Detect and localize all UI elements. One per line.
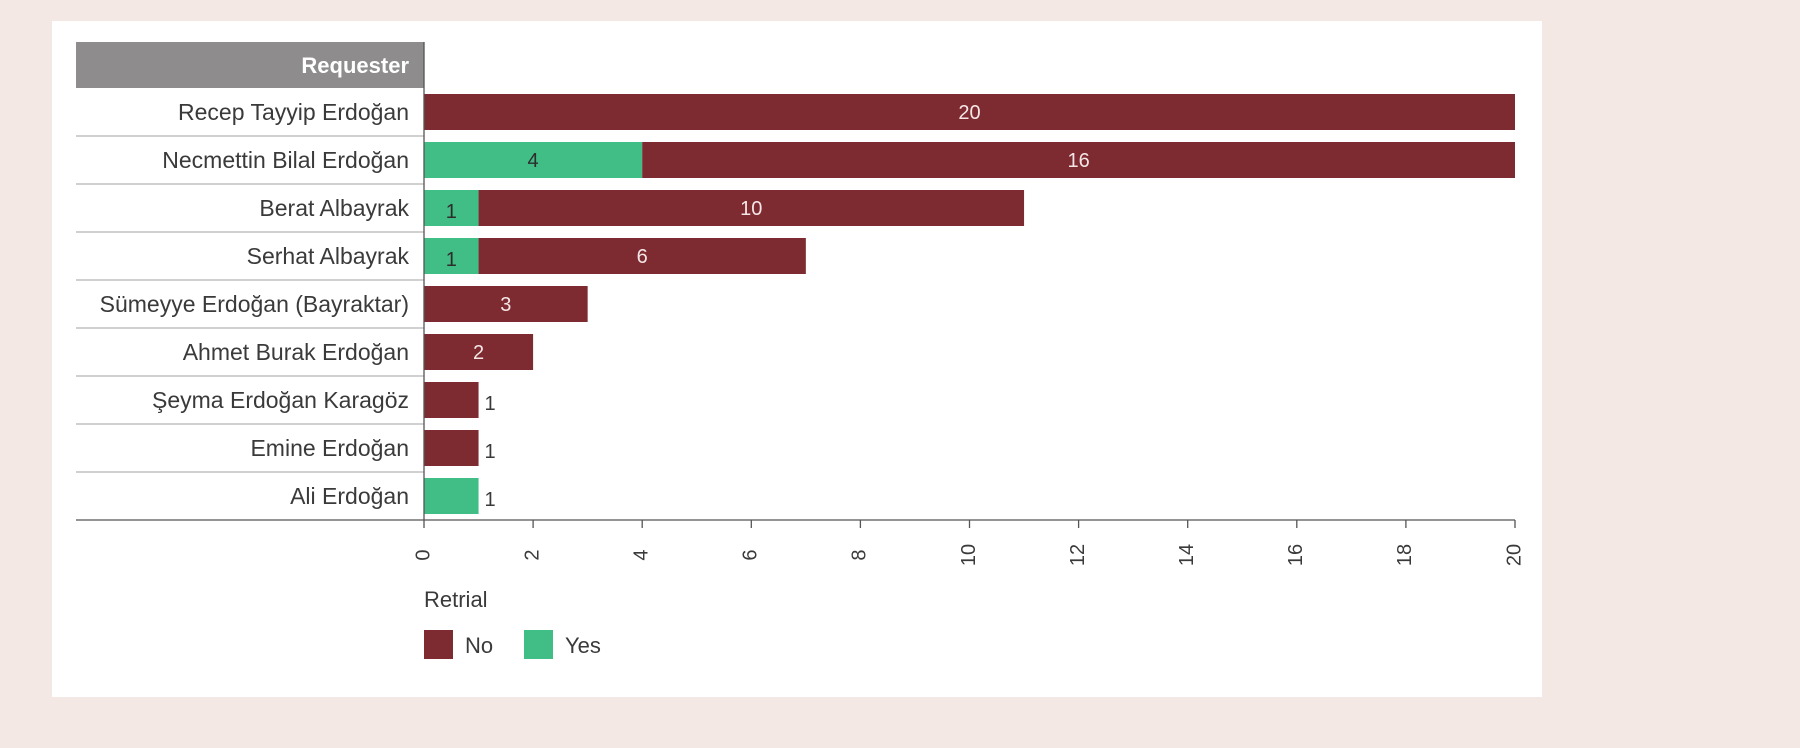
bar-segment-no (478, 238, 806, 274)
x-tick-label: 10 (958, 544, 980, 566)
data-label: 1 (485, 393, 496, 415)
legend-label-yes: Yes (565, 633, 601, 658)
category-label: Ali Erdoğan (290, 483, 409, 509)
bar-segment-no (424, 430, 479, 466)
bar-segment-no (424, 382, 479, 418)
x-tick-label: 16 (1285, 544, 1307, 566)
data-label: 10 (740, 198, 762, 220)
x-tick-label: 14 (1176, 544, 1198, 566)
legend-swatch-no (424, 630, 453, 659)
x-tick-label: 6 (740, 549, 762, 560)
bar-segment-no (424, 94, 1515, 130)
bar-segment-no (642, 142, 1515, 178)
column-header (76, 42, 424, 88)
x-tick-label: 0 (412, 549, 434, 560)
bar-segment-no (424, 286, 588, 322)
legend-label-no: No (465, 633, 493, 658)
legend-swatch-yes (524, 630, 553, 659)
category-label: Emine Erdoğan (250, 435, 409, 461)
x-tick-label: 18 (1394, 544, 1416, 566)
data-label: 20 (958, 102, 980, 124)
data-label: 3 (500, 294, 511, 316)
x-tick-label: 8 (849, 549, 871, 560)
data-label: 1 (485, 441, 496, 463)
x-tick-label: 2 (521, 549, 543, 560)
category-label: Recep Tayyip Erdoğan (178, 99, 409, 125)
bar-segment-yes (424, 478, 479, 514)
data-label: 16 (1067, 150, 1089, 172)
chart-card: Requester Recep Tayyip Erdoğan 20 Necmettin… (52, 21, 1542, 697)
category-label: Necmettin Bilal Erdoğan (162, 147, 409, 173)
x-tick-label: 4 (630, 549, 652, 560)
bar-segment-no (424, 334, 534, 370)
category-label: Şeyma Erdoğan Karagöz (152, 387, 409, 413)
bar-segment-no (478, 190, 1025, 226)
category-label: Berat Albayrak (259, 195, 409, 221)
category-label: Sümeyye Erdoğan (Bayraktar) (100, 291, 409, 317)
category-label: Serhat Albayrak (247, 243, 410, 269)
category-label: Ahmet Burak Erdoğan (183, 339, 409, 365)
bar-segment-yes (424, 238, 479, 274)
bar-segment-yes (424, 190, 479, 226)
data-label: 1 (485, 489, 496, 511)
x-tick-label: 12 (1067, 544, 1089, 566)
x-tick-label: 20 (1503, 544, 1525, 566)
bar-segment-yes (424, 142, 643, 178)
data-label: 6 (637, 246, 648, 268)
data-label: 1 (446, 201, 457, 223)
data-label: 1 (446, 249, 457, 271)
column-header-label: Requester (301, 53, 409, 78)
legend-title: Retrial (424, 587, 488, 612)
data-label: 4 (528, 150, 539, 172)
data-label: 2 (473, 342, 484, 364)
